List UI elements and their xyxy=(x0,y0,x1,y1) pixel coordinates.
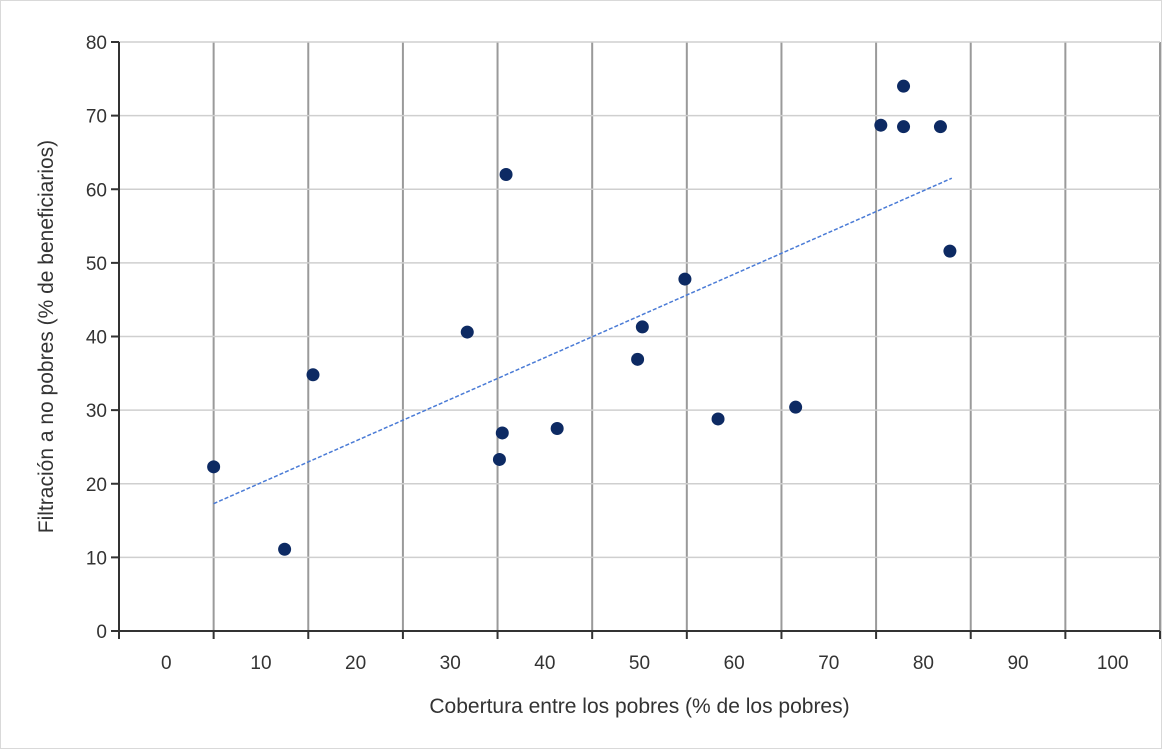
x-tick-label: 100 xyxy=(1097,653,1129,674)
data-point xyxy=(460,325,474,339)
x-tick-label: 20 xyxy=(345,653,366,674)
y-tick-label: 40 xyxy=(86,328,107,349)
y-tick-label: 80 xyxy=(86,33,107,54)
trendline-group xyxy=(213,177,953,505)
x-tick-label: 10 xyxy=(250,653,271,674)
x-tick-label: 90 xyxy=(1007,653,1028,674)
data-point xyxy=(897,79,911,93)
data-point xyxy=(933,120,947,134)
data-point xyxy=(499,168,513,182)
y-tick-label: 70 xyxy=(86,107,107,128)
y-tick-label: 50 xyxy=(86,254,107,275)
data-point xyxy=(495,426,509,440)
x-axis-ticks: 0 10 20 30 40 50 60 70 80 90 100 xyxy=(118,631,1161,674)
y-axis-title: Filtración a no pobres (% de beneficiari… xyxy=(35,140,58,533)
x-tick-label: 70 xyxy=(818,653,839,674)
data-point xyxy=(306,368,320,382)
data-points xyxy=(207,79,957,556)
data-point xyxy=(631,352,645,366)
data-point xyxy=(874,118,888,132)
data-point xyxy=(492,452,506,466)
x-tick-label: 60 xyxy=(724,653,745,674)
x-axis-title: Cobertura entre los pobres (% de los pob… xyxy=(429,695,849,718)
data-point xyxy=(789,400,803,414)
y-axis-ticks: 0 10 20 30 40 50 60 70 80 xyxy=(86,33,119,643)
y-tick-label: 10 xyxy=(86,548,107,569)
grid-lines xyxy=(119,41,1161,631)
x-tick-label: 0 xyxy=(161,653,172,674)
data-point xyxy=(943,244,957,258)
y-tick-label: 0 xyxy=(96,622,107,643)
data-point xyxy=(550,422,564,436)
x-tick-label: 30 xyxy=(440,653,461,674)
y-tick-label: 30 xyxy=(86,401,107,422)
trendline xyxy=(213,177,953,505)
x-tick-label: 40 xyxy=(534,653,555,674)
y-tick-label: 20 xyxy=(86,475,107,496)
x-tick-label: 50 xyxy=(629,653,650,674)
data-point xyxy=(897,120,911,134)
y-tick-label: 60 xyxy=(86,180,107,201)
data-point xyxy=(207,460,221,474)
data-point xyxy=(678,272,692,286)
data-point xyxy=(711,412,725,426)
x-tick-label: 80 xyxy=(913,653,934,674)
data-point xyxy=(635,320,649,334)
data-point xyxy=(278,542,292,556)
